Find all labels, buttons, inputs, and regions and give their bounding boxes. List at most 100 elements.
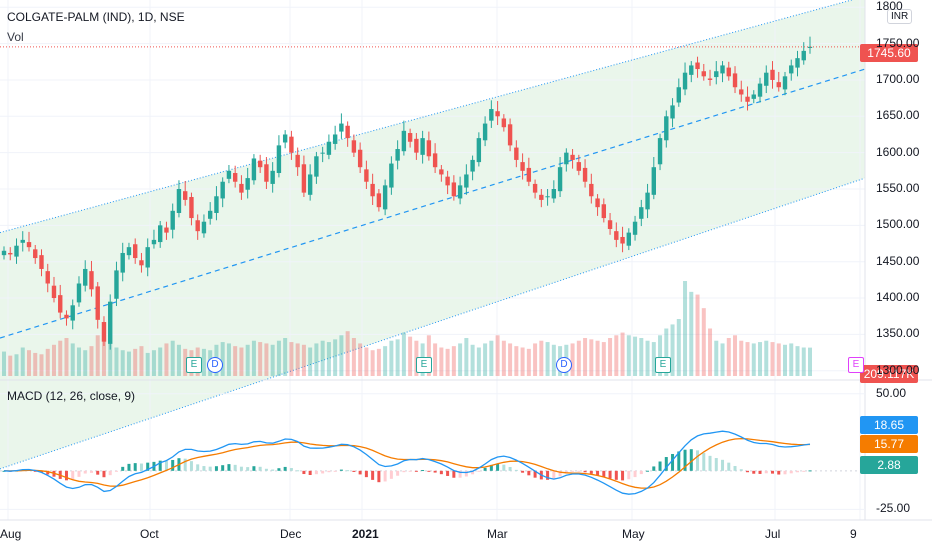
volume-bar — [33, 352, 38, 376]
macd-histogram-bar — [277, 468, 281, 471]
macd-histogram-bar — [602, 470, 606, 478]
macd-histogram-bar — [752, 470, 756, 474]
macd-histogram-bar — [452, 470, 456, 478]
candle-body — [601, 204, 607, 219]
volume-bar — [539, 340, 544, 376]
candle-body — [401, 130, 407, 152]
candle-body — [595, 198, 600, 208]
price-axis-tick: 1750.00 — [876, 35, 920, 50]
volume-bar — [745, 342, 750, 376]
volume-bar — [451, 346, 456, 376]
macd-histogram-bar — [333, 470, 337, 472]
candle-body — [520, 162, 525, 171]
macd-histogram-bar — [614, 470, 618, 480]
volume-bar — [176, 344, 181, 376]
volume-bar — [758, 342, 763, 376]
volume-bar — [714, 340, 719, 376]
candle-body — [307, 174, 313, 195]
candle-body — [645, 192, 650, 210]
macd-histogram-bar — [302, 470, 306, 475]
price-axis-tick: 1600.00 — [876, 144, 920, 159]
macd-histogram-bar — [102, 470, 106, 478]
earnings-marker[interactable]: E — [186, 357, 202, 373]
macd-histogram-bar — [502, 464, 506, 471]
candle-body — [151, 239, 157, 245]
channel-upper-line — [0, 0, 854, 234]
histogram-tag: 2.88 — [860, 456, 918, 474]
macd-histogram-bar — [658, 461, 662, 471]
volume-bar — [708, 328, 713, 376]
macd-histogram-bar — [364, 470, 368, 478]
time-axis-tick: Mar — [487, 527, 508, 541]
macd-histogram-bar — [496, 463, 500, 471]
macd-histogram-bar — [139, 463, 143, 471]
macd-histogram-bar — [264, 468, 268, 471]
candle-body — [301, 164, 307, 193]
macd-histogram-bar — [608, 470, 612, 479]
candle-body — [351, 140, 357, 153]
candle-body — [707, 78, 713, 80]
volume-bar — [695, 294, 700, 376]
candle-body — [451, 182, 457, 197]
macd-histogram-bar — [346, 470, 350, 472]
candle-body — [620, 236, 625, 244]
macd-histogram-bar — [589, 470, 593, 474]
macd-histogram-bar — [314, 470, 318, 475]
candle-body — [26, 242, 32, 248]
earnings-marker[interactable]: E — [848, 357, 864, 373]
candle-body — [220, 181, 225, 199]
volume-bar — [589, 339, 594, 376]
macd-histogram-bar — [764, 470, 768, 474]
dividend-marker[interactable]: D — [556, 357, 572, 373]
candle-body — [414, 138, 419, 153]
macd-histogram-bar — [196, 464, 200, 471]
macd-histogram-bar — [39, 470, 43, 473]
volume-bar — [258, 342, 263, 376]
earnings-marker[interactable]: E — [655, 357, 671, 373]
macd-histogram-bar — [783, 470, 787, 475]
volume-bar — [733, 335, 738, 376]
candle-body — [614, 231, 619, 240]
volume-tag: 209.117K — [860, 365, 918, 383]
volume-bar — [120, 350, 125, 376]
volume-bar — [545, 342, 550, 376]
symbol-title[interactable]: COLGATE-PALM (IND), 1D, NSE — [7, 10, 185, 24]
currency-badge[interactable]: INR — [887, 9, 913, 24]
macd-histogram-bar — [83, 470, 87, 474]
macd-histogram-bar — [796, 470, 800, 473]
price-axis-tick: 1650.00 — [876, 108, 920, 123]
volume-bar — [108, 343, 113, 376]
macd-title[interactable]: MACD (12, 26, close, 9) — [7, 389, 136, 403]
time-axis-tick: Dec — [280, 527, 302, 541]
macd-histogram-bar — [414, 470, 418, 472]
candle-body — [570, 154, 575, 160]
volume-bar — [95, 335, 100, 376]
volume-bar — [139, 346, 144, 376]
price-axis-tick: 1800 — [876, 0, 903, 14]
macd-histogram-bar — [683, 449, 687, 471]
earnings-marker[interactable]: E — [416, 357, 432, 373]
macd-histogram-bar — [471, 470, 475, 475]
candle-body — [76, 283, 82, 303]
dividend-marker[interactable]: D — [207, 357, 223, 373]
candle-body — [464, 174, 469, 188]
candle-body — [14, 245, 19, 257]
volume-bar — [620, 332, 625, 376]
volume-bar — [489, 340, 494, 376]
macd-histogram-bar — [552, 470, 556, 480]
macd-histogram-bar — [621, 470, 625, 481]
macd-histogram-bar — [358, 470, 362, 475]
macd-histogram-bar — [146, 462, 150, 471]
macd-histogram-bar — [477, 470, 481, 472]
volume-bar — [326, 342, 331, 376]
macd-histogram-bar — [633, 470, 637, 478]
volume-bar — [426, 335, 431, 376]
macd-line — [3, 430, 811, 495]
macd-histogram-bar — [108, 470, 112, 476]
volume-bar — [320, 340, 325, 376]
candle-body — [95, 286, 100, 320]
candle-body — [145, 247, 150, 268]
macd-histogram-bar — [396, 470, 400, 476]
candle-body — [720, 65, 725, 74]
